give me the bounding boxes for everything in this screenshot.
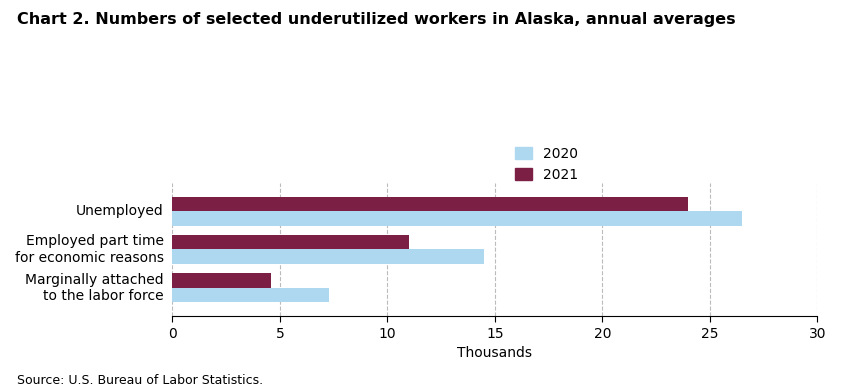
Bar xyxy=(172,197,688,211)
Bar xyxy=(172,235,409,249)
Legend: 2020, 2021: 2020, 2021 xyxy=(515,147,578,182)
Bar xyxy=(172,288,330,302)
Text: Chart 2. Numbers of selected underutilized workers in Alaska, annual averages: Chart 2. Numbers of selected underutiliz… xyxy=(17,12,735,27)
Text: Source: U.S. Bureau of Labor Statistics.: Source: U.S. Bureau of Labor Statistics. xyxy=(17,374,263,387)
Bar xyxy=(172,273,271,288)
X-axis label: Thousands: Thousands xyxy=(458,346,532,361)
Bar xyxy=(172,211,742,226)
Bar xyxy=(172,249,484,264)
